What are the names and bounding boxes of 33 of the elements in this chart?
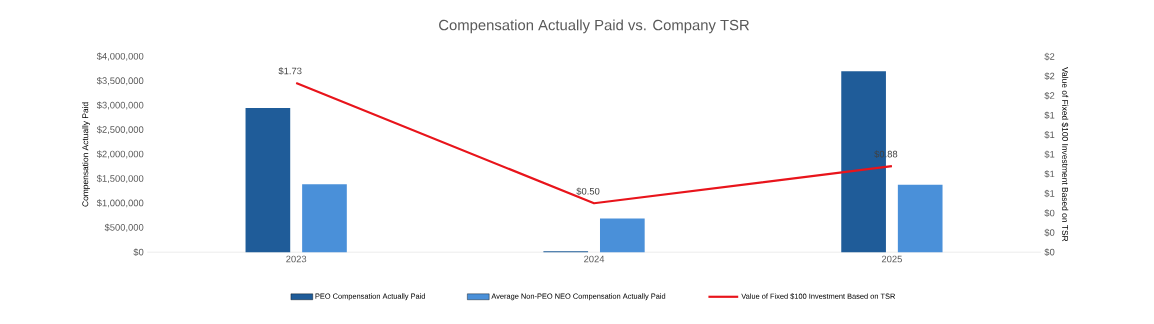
chart-title: Compensation Actually Paid vs. Company TSR <box>439 19 750 34</box>
y-tick-label: $2,500,000 <box>96 126 144 135</box>
y-tick-label: $4,000,000 <box>96 52 144 61</box>
y2-tick-label: $1 <box>1044 131 1055 139</box>
y-tick-label: $1,000,000 <box>96 199 144 208</box>
y2-tick-label: $0 <box>1044 209 1055 218</box>
y-tick-label: $1,500,000 <box>96 174 144 184</box>
bar <box>897 184 943 253</box>
y-axis-title: Compensation Actually Paid <box>82 102 90 207</box>
y2-tick-label: $2 <box>1044 92 1055 100</box>
y-tick-label: $0 <box>133 248 144 257</box>
x-tick-label: 2023 <box>286 255 307 263</box>
y2-tick-label: $2 <box>1044 52 1055 61</box>
y2-tick-label: $0 <box>1044 248 1055 257</box>
y-tick-label: $3,500,000 <box>96 77 144 86</box>
data-label: $1.73 <box>278 67 302 76</box>
y-tick-label: $3,000,000 <box>96 101 144 110</box>
y2-tick-label: $1 <box>1044 170 1055 178</box>
bar <box>302 184 347 253</box>
y2-tick-label: $0 <box>1044 228 1055 237</box>
y-tick-label: $2,000,000 <box>96 150 144 159</box>
x-tick-label: 2025 <box>881 255 902 263</box>
y2-tick-label: $1 <box>1044 189 1055 198</box>
y2-tick-label: $1 <box>1044 150 1055 159</box>
bar <box>599 218 645 253</box>
y2-tick-label: $2 <box>1044 72 1055 81</box>
data-label: $0.50 <box>576 187 600 196</box>
x-tick-label: 2024 <box>584 255 605 263</box>
y2-axis-title: Value of Fixed $100 Investment Based on TSR <box>1061 67 1069 242</box>
bar <box>245 108 291 253</box>
data-label: $0.88 <box>874 150 898 159</box>
y-tick-label: $500,000 <box>104 223 144 232</box>
y2-tick-label: $1 <box>1044 111 1055 120</box>
